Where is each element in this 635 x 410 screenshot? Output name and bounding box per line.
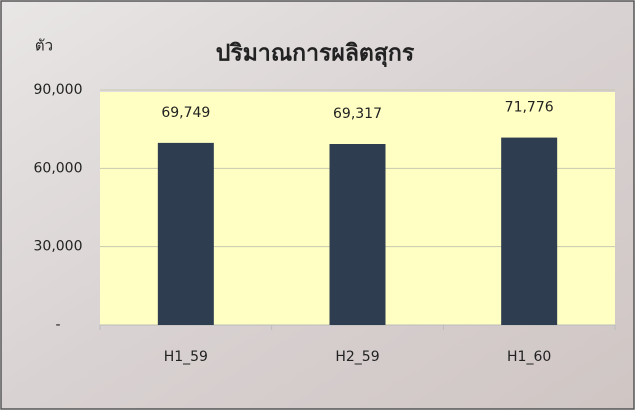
- x-tick-label: H1_59: [164, 349, 208, 365]
- x-tick-label: H2_59: [335, 349, 379, 365]
- bar: [157, 142, 214, 325]
- chart-title: ปริมาณการผลิตสุกร: [216, 41, 415, 68]
- data-label: 69,749: [161, 105, 210, 121]
- y-tick-label: 30,000: [34, 239, 83, 255]
- y-tick-label: 90,000: [34, 82, 83, 98]
- data-label: 69,317: [333, 106, 382, 122]
- y-tick-label: -: [55, 317, 60, 333]
- y-axis-label: ตัว: [35, 37, 53, 55]
- bar: [329, 144, 386, 325]
- data-label: 71,776: [505, 100, 554, 116]
- y-tick-label: 60,000: [34, 160, 83, 176]
- x-tick-label: H1_60: [507, 349, 551, 365]
- bar: [501, 137, 558, 325]
